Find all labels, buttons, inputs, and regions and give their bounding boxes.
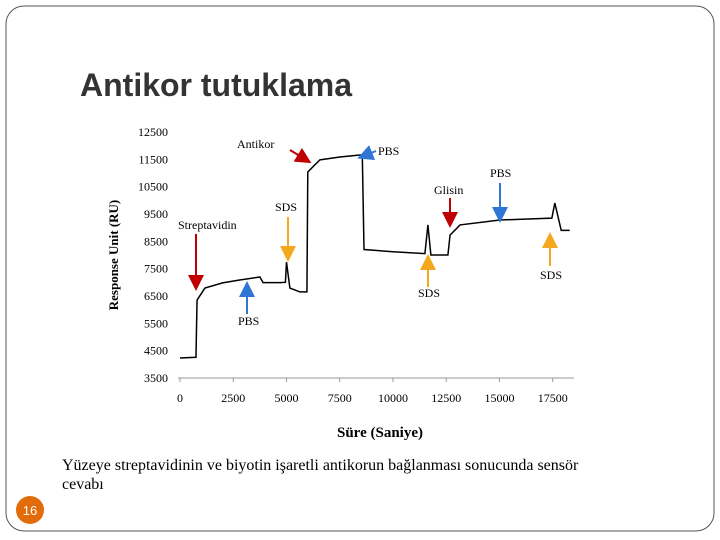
annotation: Antikor bbox=[237, 137, 274, 151]
y-tick-label: 3500 bbox=[144, 371, 168, 385]
annotation-arrow bbox=[357, 145, 377, 160]
slide-title: Antikor tutuklama bbox=[80, 67, 352, 103]
y-tick-label: 4500 bbox=[144, 344, 168, 358]
y-tick-label: 8500 bbox=[144, 234, 168, 248]
x-tick-label: 12500 bbox=[431, 391, 461, 405]
x-tick-label: 2500 bbox=[221, 391, 245, 405]
page-number-badge bbox=[16, 496, 44, 524]
y-tick-label: 9500 bbox=[144, 207, 168, 221]
x-tick-label: 7500 bbox=[328, 391, 352, 405]
x-tick-label: 0 bbox=[177, 391, 183, 405]
y-tick-label: 5500 bbox=[144, 316, 168, 330]
caption-line: Yüzeye streptavidinin ve biyotin işaretl… bbox=[62, 457, 579, 474]
data-line bbox=[179, 154, 570, 359]
x-tick-label: 17500 bbox=[538, 391, 568, 405]
annotation: PBS bbox=[238, 314, 259, 328]
y-tick-label: 6500 bbox=[144, 289, 168, 303]
annotation: SDS bbox=[275, 200, 297, 214]
y-axis-label: Response Unit (RU) bbox=[106, 200, 121, 311]
annotation: PBS bbox=[378, 144, 399, 158]
x-axis-label: Süre (Saniye) bbox=[337, 425, 423, 441]
y-tick-label: 12500 bbox=[138, 125, 168, 139]
annotation: Streptavidin bbox=[178, 218, 237, 232]
slide-frame bbox=[5, 5, 715, 532]
annotation: SDS bbox=[540, 268, 562, 282]
annotation: Glisin bbox=[434, 183, 463, 197]
x-tick-label: 10000 bbox=[378, 391, 408, 405]
page-number: 16 bbox=[23, 503, 37, 518]
y-tick-label: 7500 bbox=[144, 262, 168, 276]
annotation: SDS bbox=[418, 286, 440, 300]
y-tick-label: 11500 bbox=[138, 152, 168, 166]
x-tick-label: 15000 bbox=[484, 391, 514, 405]
x-tick-label: 5000 bbox=[274, 391, 298, 405]
caption-line: cevabı bbox=[62, 476, 104, 493]
annotation: PBS bbox=[490, 166, 511, 180]
y-tick-label: 10500 bbox=[138, 180, 168, 194]
annotation-arrow bbox=[289, 147, 312, 164]
